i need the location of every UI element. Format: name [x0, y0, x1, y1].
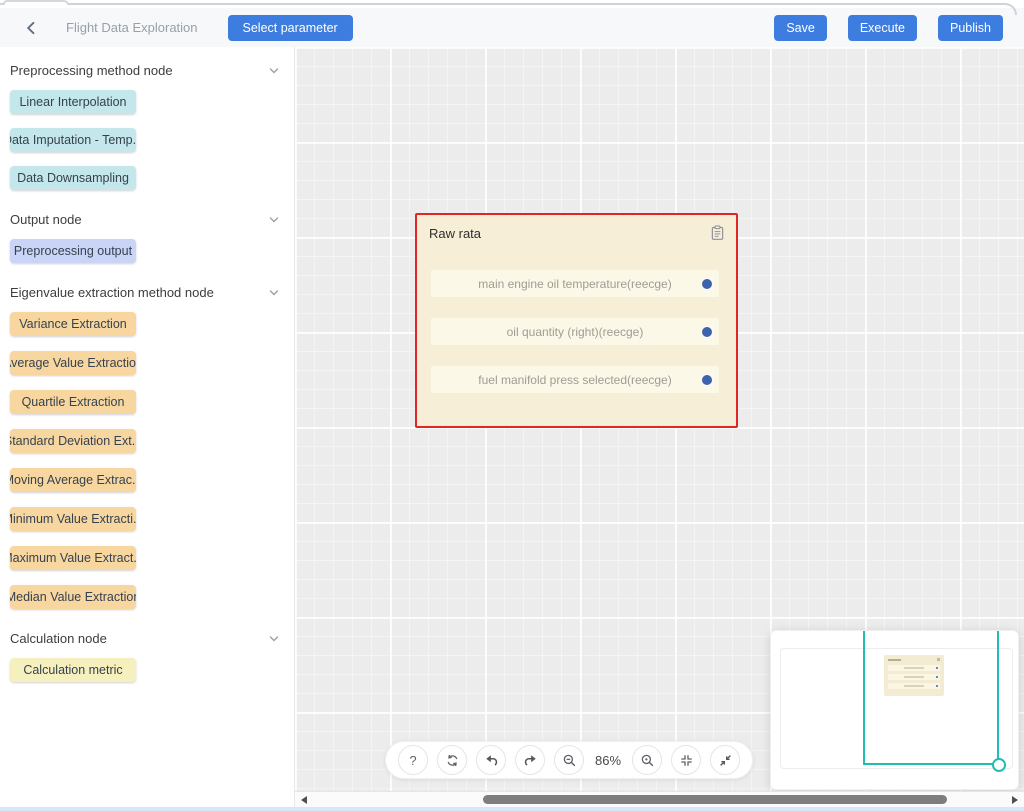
refresh-button[interactable] — [437, 745, 467, 775]
zoom-level-value: 86% — [595, 752, 622, 768]
minimap-node-row — [888, 665, 940, 671]
palette-chip-data-imputation[interactable]: Data Imputation - Temp... — [10, 128, 136, 152]
node-parameter-row[interactable]: fuel manifold press selected(reecge) — [431, 366, 719, 393]
zoom-out-icon — [562, 753, 577, 768]
chevron-down-icon — [268, 65, 280, 77]
minimap-node-row — [888, 683, 940, 689]
node-title: Raw rata — [429, 225, 482, 241]
fit-view-button[interactable] — [671, 745, 702, 775]
zoom-in-icon — [640, 753, 655, 768]
section-calculation-node[interactable]: Calculation node — [0, 631, 294, 646]
minimap-node-icon-mark — [937, 658, 940, 661]
section-items: Calculation metric — [0, 658, 294, 682]
palette-chip-variance-extraction[interactable]: Variance Extraction — [10, 312, 136, 336]
scroll-right-arrow-icon[interactable] — [1012, 796, 1018, 804]
publish-button[interactable]: Publish — [938, 14, 1003, 41]
palette-chip-calculation-metric[interactable]: Calculation metric — [10, 658, 136, 682]
zoom-in-button[interactable] — [632, 745, 663, 775]
refresh-icon — [445, 753, 460, 768]
minimap-node-preview — [884, 655, 944, 696]
palette-chip-median-value-extraction[interactable]: Median Value Extraction — [10, 585, 136, 609]
section-eigenvalue-extraction[interactable]: Eigenvalue extraction method node — [0, 285, 294, 300]
parameter-label: fuel manifold press selected(reecge) — [478, 372, 672, 387]
section-output-node[interactable]: Output node — [0, 212, 294, 227]
topbar-actions: Save Execute Publish — [774, 14, 1024, 41]
minimap-world-area — [780, 648, 1013, 769]
section-title: Preprocessing method node — [10, 63, 173, 78]
minimap-node-row — [888, 674, 940, 680]
minimap-node-title-mark — [888, 659, 901, 661]
canvas-toolbar: ? — [385, 741, 754, 779]
select-parameter-button[interactable]: Select parameter — [227, 14, 353, 41]
section-preprocessing-method-node[interactable]: Preprocessing method node — [0, 63, 294, 78]
flow-canvas[interactable]: Raw rata main engine oil temperature(ree… — [295, 47, 1024, 791]
section-title: Output node — [10, 212, 82, 227]
execute-button[interactable]: Execute — [847, 14, 917, 41]
background-window-tab — [3, 0, 69, 5]
help-icon: ? — [409, 752, 417, 768]
node-header: Raw rata — [417, 215, 736, 241]
back-button[interactable] — [22, 19, 40, 37]
section-title: Calculation node — [10, 631, 107, 646]
undo-button[interactable] — [476, 745, 506, 775]
bottom-window-edge — [0, 807, 1024, 811]
node-parameter-row[interactable]: main engine oil temperature(reecge) — [431, 270, 719, 297]
chevron-down-icon — [268, 287, 280, 299]
palette-chip-linear-interpolation[interactable]: Linear Interpolation — [10, 90, 136, 114]
redo-icon — [523, 753, 538, 768]
horizontal-scrollbar-thumb[interactable] — [483, 795, 947, 804]
section-title: Eigenvalue extraction method node — [10, 285, 214, 300]
save-button[interactable]: Save — [774, 14, 827, 41]
horizontal-scrollbar[interactable] — [295, 791, 1024, 807]
top-bar: Flight Data Exploration Select parameter… — [0, 8, 1024, 47]
minimap-viewport-rect[interactable] — [863, 631, 999, 765]
back-chevron-icon — [24, 21, 38, 35]
undo-icon — [484, 753, 499, 768]
palette-chip-maximum-value-extraction[interactable]: Maximum Value Extract... — [10, 546, 136, 570]
palette-chip-preprocessing-output[interactable]: Preprocessing output — [10, 239, 136, 263]
zoom-out-button[interactable] — [554, 745, 584, 775]
collapse-arrows-icon — [718, 753, 733, 768]
collapse-view-button[interactable] — [710, 745, 741, 775]
connection-port-dot[interactable] — [702, 326, 712, 337]
report-icon[interactable] — [710, 225, 725, 241]
node-parameter-row[interactable]: oil quantity (right)(reecge) — [431, 318, 719, 345]
chevron-down-icon — [268, 633, 280, 645]
chevron-down-icon — [268, 214, 280, 226]
palette-chip-moving-average-extraction[interactable]: Moving Average Extrac... — [10, 468, 136, 492]
connection-port-dot[interactable] — [702, 278, 712, 289]
section-items: Variance Extraction Average Value Extrac… — [0, 312, 294, 609]
palette-chip-data-downsampling[interactable]: Data Downsampling — [10, 166, 136, 190]
scroll-left-arrow-icon[interactable] — [301, 796, 307, 804]
parameter-label: main engine oil temperature(reecge) — [478, 276, 672, 291]
fit-view-icon — [679, 753, 694, 768]
minimap-panel — [770, 630, 1019, 790]
parameter-label: oil quantity (right)(reecge) — [506, 324, 644, 339]
section-items: Linear Interpolation Data Imputation - T… — [0, 90, 294, 190]
node-palette-sidebar: Preprocessing method node Linear Interpo… — [0, 47, 295, 807]
redo-button[interactable] — [515, 745, 545, 775]
palette-chip-standard-deviation-extraction[interactable]: Standard Deviation Ext... — [10, 429, 136, 453]
connection-port-dot[interactable] — [702, 374, 712, 385]
palette-chip-average-value-extraction[interactable]: Average Value Extraction — [10, 351, 136, 375]
palette-chip-quartile-extraction[interactable]: Quartile Extraction — [10, 390, 136, 414]
help-button[interactable]: ? — [398, 745, 428, 775]
palette-chip-minimum-value-extraction[interactable]: Minimum Value Extracti... — [10, 507, 136, 531]
node-parameter-list: main engine oil temperature(reecge) oil … — [431, 270, 719, 393]
node-raw-data[interactable]: Raw rata main engine oil temperature(ree… — [415, 213, 738, 428]
minimap-viewport-handle[interactable] — [992, 758, 1006, 772]
section-items: Preprocessing output — [0, 239, 294, 263]
page-title: Flight Data Exploration — [66, 20, 198, 35]
